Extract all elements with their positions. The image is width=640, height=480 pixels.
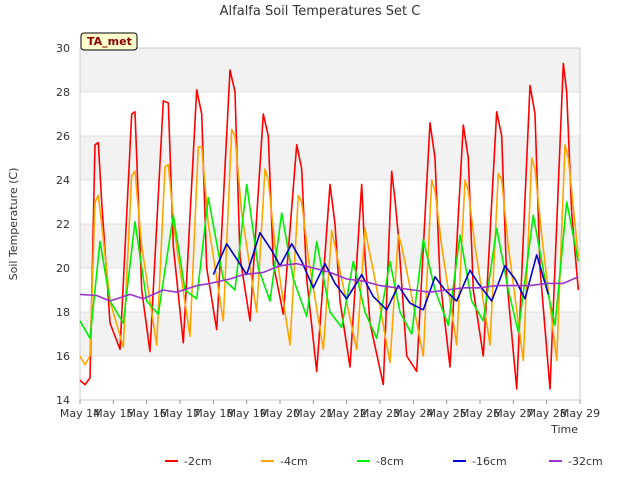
grid-band: [80, 48, 580, 92]
legend-entry-label: -16cm: [472, 455, 507, 468]
grid-band: [80, 356, 580, 400]
x-tick-label: May 17: [160, 407, 200, 420]
series-line-8cmcm-line: [79, 183, 580, 340]
series-line-32cmcm-line: [79, 262, 579, 302]
x-tick-label: May 28: [527, 407, 567, 420]
x-tick-label: May 16: [127, 407, 167, 420]
x-axis-label: Time: [550, 423, 578, 436]
y-axis-label: Soil Temperature (C): [7, 168, 20, 281]
legend: -2cm -4cm -8cm -16cm -32cm: [165, 455, 603, 468]
x-tick-label: May 14: [60, 407, 100, 420]
legend-entry-label: -4cm: [280, 455, 308, 468]
x-tick-label: May 27: [493, 407, 533, 420]
legend-entry-label: -8cm: [376, 455, 404, 468]
badge-label: TA_met: [87, 35, 132, 48]
y-tick-label: 28: [56, 86, 70, 99]
x-tick-label: May 25: [427, 407, 467, 420]
x-tick-label: May 26: [460, 407, 500, 420]
y-tick-label: 24: [56, 174, 70, 187]
x-tick-label: May 29: [560, 407, 600, 420]
x-tick-label: May 19: [227, 407, 267, 420]
x-tick-label: May 18: [193, 407, 233, 420]
y-tick-labels: 14 16 18 20 22 24 26 28 30: [56, 42, 70, 407]
plot-frame: [79, 47, 581, 401]
x-tick-label: May 22: [327, 407, 367, 420]
x-tick-label: May 24: [393, 407, 433, 420]
series-line-2cmcm-line: [79, 62, 580, 390]
y-tick-label: 18: [56, 306, 70, 319]
grid-band: [80, 136, 580, 180]
chart-title: Alfalfa Soil Temperatures Set C: [220, 4, 421, 19]
y-tick-label: 16: [56, 350, 70, 363]
legend-entry-label: -2cm: [184, 455, 212, 468]
y-tick-label: 26: [56, 130, 70, 143]
y-tick-label: 20: [56, 262, 70, 275]
x-tick-label: May 20: [260, 407, 300, 420]
series-line-16cmcm-line: [212, 232, 550, 311]
y-tick-label: 22: [56, 218, 70, 231]
y-tick-label: 30: [56, 42, 70, 55]
series-layer: [79, 62, 580, 390]
legend-entry-label: -32cm: [568, 455, 603, 468]
grid-band: [80, 312, 580, 356]
x-tick-label: May 15: [93, 407, 133, 420]
x-tick-label: May 21: [293, 407, 333, 420]
x-tick-label: May 23: [360, 407, 400, 420]
badge-box: [80, 32, 138, 51]
grid-band: [80, 92, 580, 136]
y-tick-label: 14: [56, 394, 70, 407]
badge: TA_met: [80, 32, 138, 51]
